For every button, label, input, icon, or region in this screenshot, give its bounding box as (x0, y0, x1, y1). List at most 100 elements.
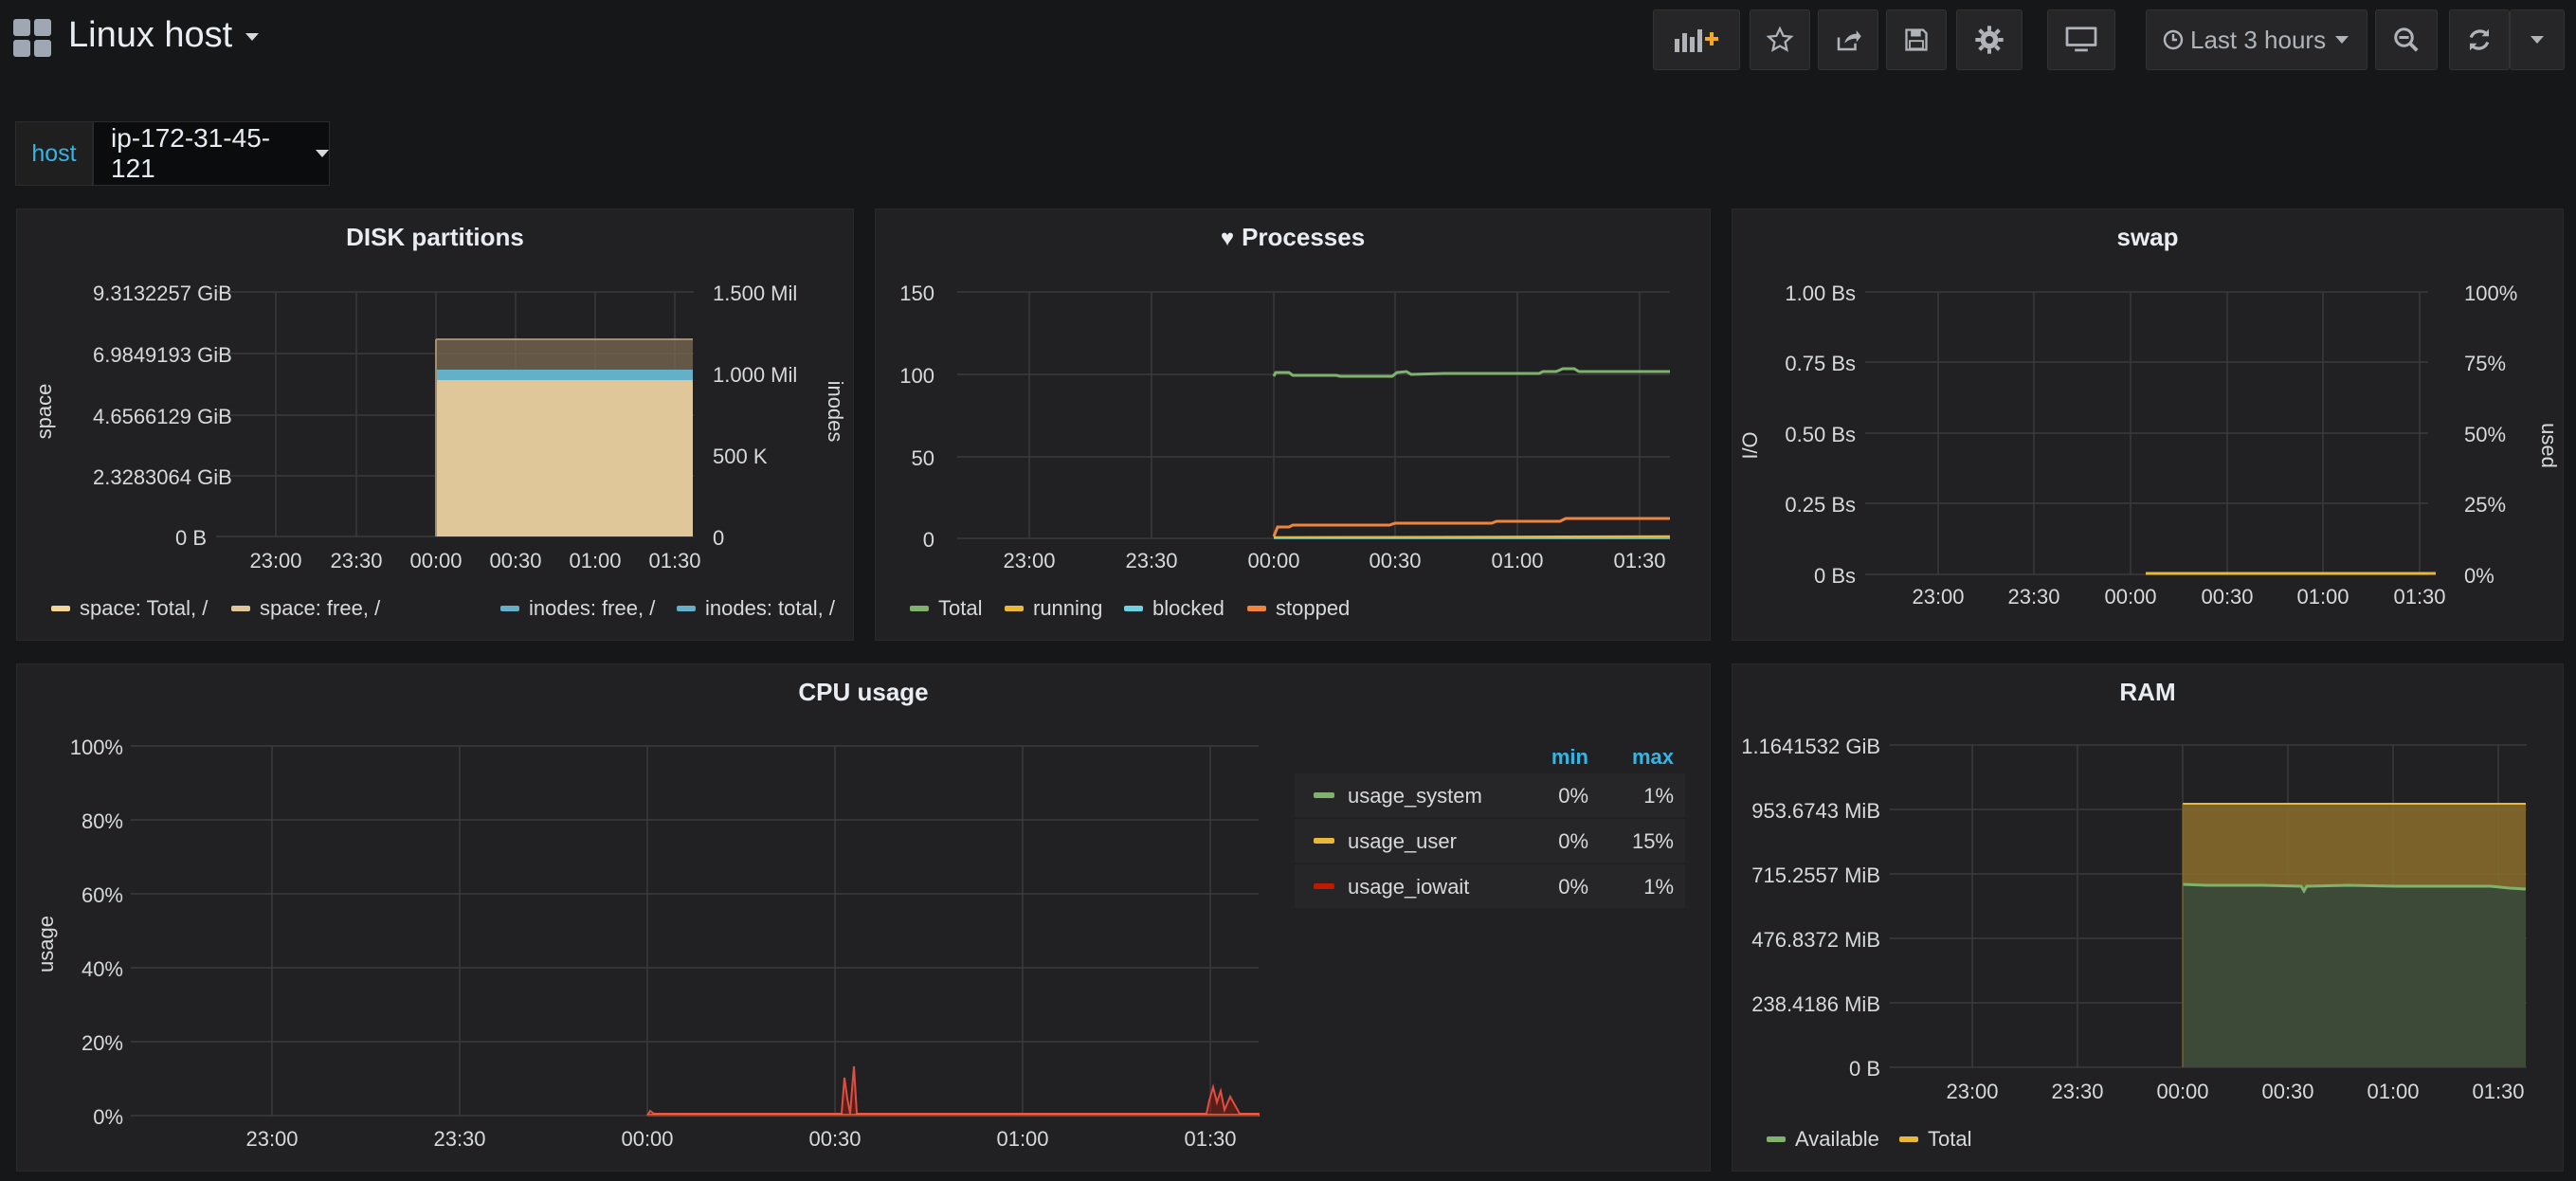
y-right-axis-label: inodes (824, 380, 847, 443)
legend-label: running (1033, 596, 1103, 620)
star-button[interactable] (1750, 9, 1810, 70)
x-tick: 23:30 (330, 549, 383, 572)
panel-title[interactable]: CPU usage (798, 678, 929, 706)
add-panel-icon (1675, 29, 1718, 52)
tv-mode-button[interactable] (2047, 9, 2115, 70)
panel-title-text: Processes (1242, 223, 1366, 251)
legend-swatch (1314, 883, 1334, 889)
settings-icon (1975, 26, 2004, 54)
x-tick: 00:00 (2156, 1080, 2209, 1103)
x-tick: 00:00 (1247, 549, 1300, 572)
legend-item[interactable]: Total (910, 596, 982, 621)
legend-series-name: usage_user (1348, 829, 1457, 853)
legend-row[interactable]: usage_user 0% 15% (1295, 819, 1685, 863)
panel-title[interactable]: ♥ Processes (876, 223, 1710, 252)
legend-item[interactable]: inodes: total, / (677, 596, 835, 621)
share-button[interactable] (1818, 9, 1878, 70)
x-tick: 01:00 (1491, 549, 1544, 572)
settings-button[interactable] (1956, 9, 2023, 70)
y-left-tick: 2.3283064 GiB (93, 465, 232, 489)
x-tick: 00:30 (489, 549, 542, 572)
legend-max-value: 1% (1643, 784, 1674, 808)
cpu-usage-panel[interactable]: CPU usage 100% 80% 60% 40% 20% 0% usage … (16, 663, 1711, 1172)
legend-swatch (231, 606, 250, 611)
y-tick: 100% (69, 736, 123, 759)
legend-swatch (677, 606, 696, 611)
dashboard-grid-icon[interactable] (13, 19, 53, 59)
top-navbar: Linux host Last 3 hours (0, 0, 2576, 85)
refresh-button[interactable] (2449, 9, 2510, 70)
legend-row[interactable]: usage_system 0% 1% (1295, 773, 1685, 817)
panel-title[interactable]: RAM (2119, 678, 2176, 706)
legend-item[interactable]: space: free, / (231, 596, 380, 621)
chevron-down-icon (245, 32, 260, 41)
y-tick: 60% (81, 883, 123, 907)
x-tick: 00:30 (808, 1127, 862, 1151)
y-left-tick: 9.3132257 GiB (93, 282, 232, 305)
min-column-header[interactable]: min (1551, 745, 1588, 769)
disk-chart (216, 291, 694, 537)
x-tick: 23:00 (1003, 549, 1056, 572)
legend-label: Available (1795, 1127, 1879, 1151)
legend-swatch (1005, 606, 1024, 611)
legend-max-value: 1% (1643, 875, 1674, 899)
x-tick: 01:30 (2393, 585, 2446, 609)
legend-row[interactable]: usage_iowait 0% 1% (1295, 864, 1685, 908)
time-picker-button[interactable]: Last 3 hours (2146, 9, 2367, 70)
x-tick: 00:30 (2201, 585, 2254, 609)
legend-item[interactable]: space: Total, / (51, 596, 208, 621)
max-column-header[interactable]: max (1631, 745, 1674, 769)
host-variable-select[interactable]: ip-172-31-45-121 (93, 121, 330, 186)
x-tick: 01:00 (2367, 1080, 2420, 1103)
legend-swatch (1314, 792, 1334, 798)
chevron-down-icon (2335, 36, 2349, 44)
legend-label: space: Total, / (80, 596, 209, 620)
x-tick: 01:00 (569, 549, 622, 572)
save-button[interactable] (1886, 9, 1947, 70)
dashboard-title[interactable]: Linux host (68, 15, 260, 56)
y-tick: 953.6743 MiB (1751, 799, 1880, 823)
y-left-axis-label: space (32, 383, 56, 440)
processes-panel[interactable]: ♥ Processes 150 100 50 0 23:00 23:30 00:0… (875, 209, 1711, 641)
legend-series-name: usage_iowait (1348, 875, 1470, 899)
x-tick: 00:30 (2261, 1080, 2314, 1103)
panel-title[interactable]: swap (2116, 223, 2179, 251)
legend-item[interactable]: Total (1899, 1127, 1971, 1152)
ram-panel[interactable]: RAM 1.1641532 GiB 953.6743 MiB 715.2557 … (1732, 663, 2564, 1172)
panel-title[interactable]: DISK partitions (346, 223, 524, 251)
legend-swatch (1899, 1136, 1918, 1142)
y-tick: 476.8372 MiB (1751, 928, 1880, 952)
y-tick: 1.1641532 GiB (1741, 735, 1880, 758)
usage-user-series-line (646, 1065, 1260, 1117)
add-panel-button[interactable] (1653, 9, 1740, 70)
refresh-interval-dropdown[interactable] (2510, 9, 2565, 70)
x-tick: 23:00 (249, 549, 302, 572)
swap-panel[interactable]: swap 1.00 Bs 0.75 Bs 0.50 Bs 0.25 Bs 0 B… (1732, 209, 2564, 641)
disk-partitions-panel[interactable]: DISK partitions 9.3132257 GiB 6.9849193 … (16, 209, 854, 641)
legend-label: blocked (1152, 596, 1225, 620)
y-tick: 40% (81, 957, 123, 981)
refresh-icon (2469, 28, 2490, 51)
y-tick: 238.4186 MiB (1751, 992, 1880, 1016)
x-tick: 00:00 (621, 1127, 674, 1151)
legend-item[interactable]: Available (1767, 1127, 1879, 1152)
cpu-legend-table: min max usage_system 0% 1% usage_user 0%… (1295, 739, 1685, 910)
x-tick: 23:00 (1912, 585, 1965, 609)
y-tick: 80% (81, 809, 123, 833)
legend-item[interactable]: stopped (1247, 596, 1350, 621)
y-right-tick: 25% (2464, 493, 2507, 517)
ram-available-area (2183, 884, 2526, 1067)
y-right-tick: 100% (2464, 282, 2518, 305)
zoom-out-button[interactable] (2375, 9, 2438, 70)
y-right-tick: 50% (2464, 423, 2507, 446)
y-tick: 0 (922, 528, 934, 552)
legend-max-value: 15% (1631, 829, 1674, 853)
legend-item[interactable]: running (1005, 596, 1102, 621)
star-icon (1766, 26, 1794, 52)
chevron-down-icon (2531, 36, 2544, 44)
y-tick: 50 (911, 446, 934, 470)
x-tick: 23:30 (2007, 585, 2060, 609)
legend-item[interactable]: inodes: free, / (500, 596, 655, 621)
y-left-tick: 0.75 Bs (1785, 352, 1856, 375)
legend-item[interactable]: blocked (1124, 596, 1225, 621)
